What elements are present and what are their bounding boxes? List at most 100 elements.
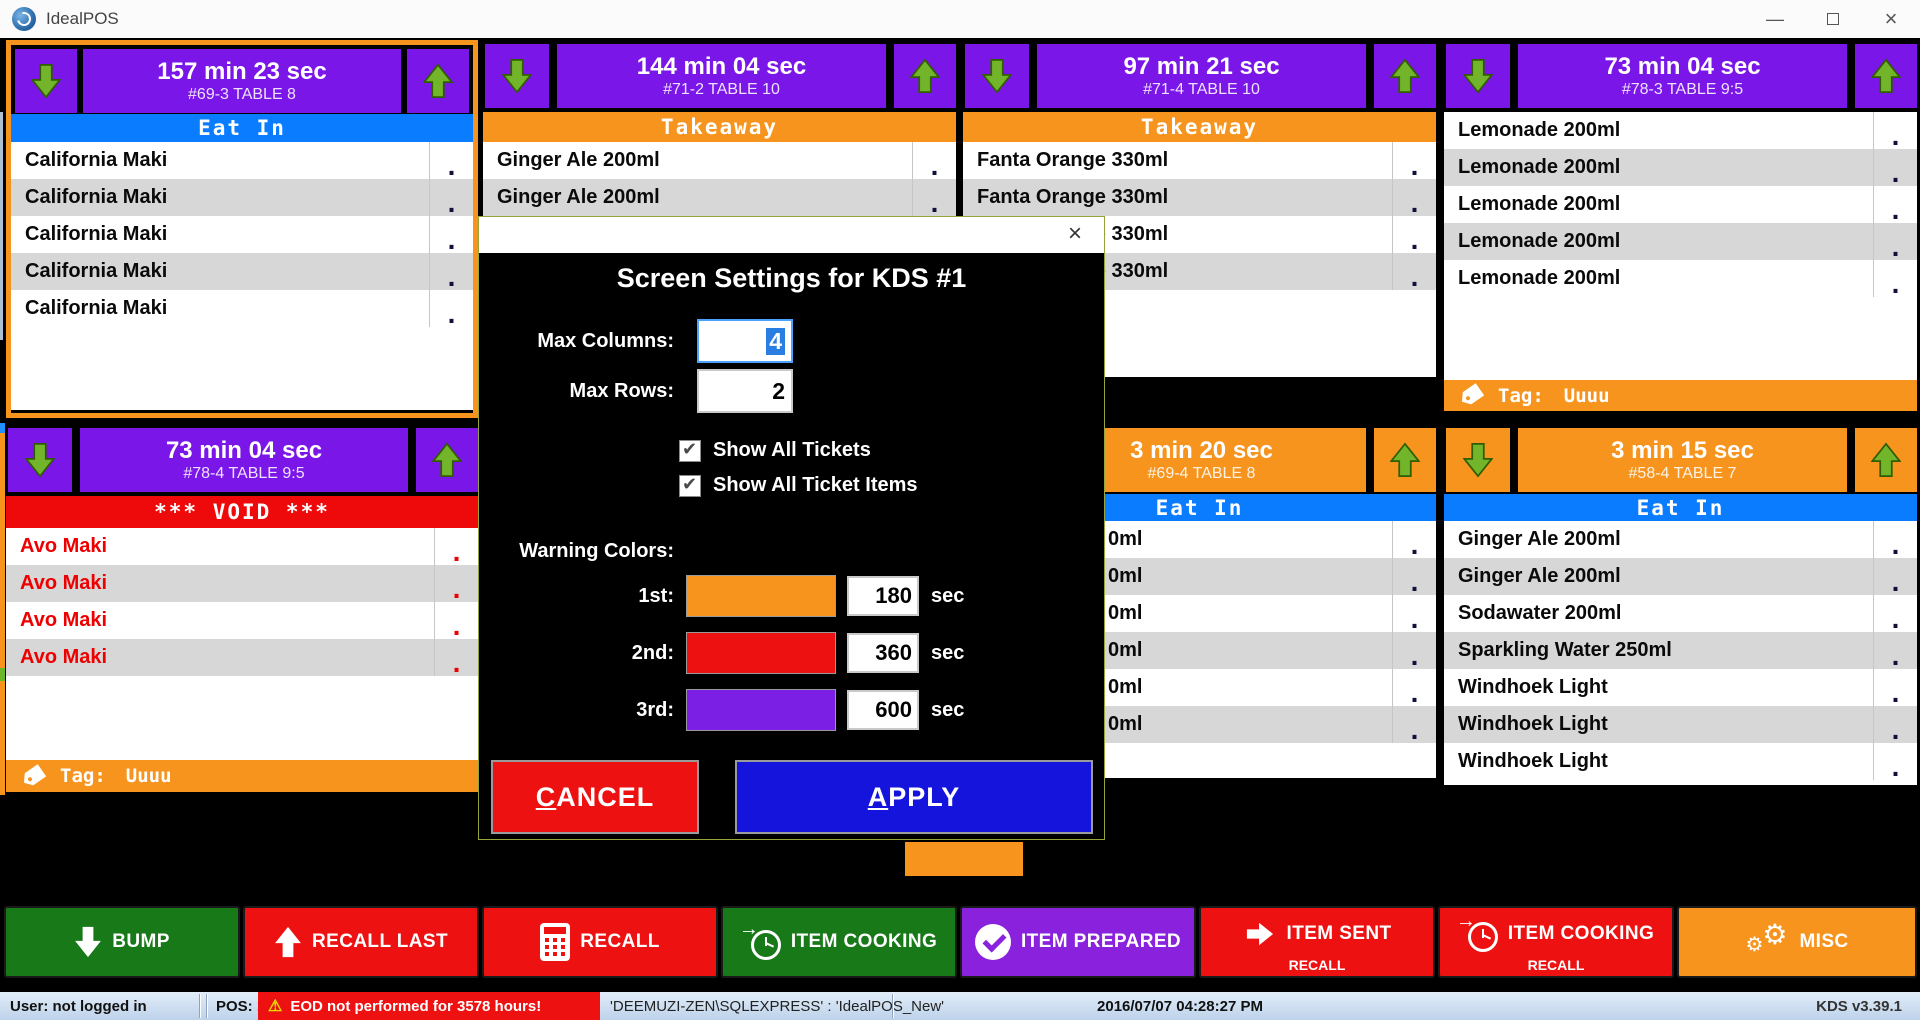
item-status-dot: .	[1873, 112, 1917, 149]
warning-2nd-color-swatch[interactable]	[686, 632, 836, 674]
table-row[interactable]: Fanta Orange 330ml.	[963, 142, 1436, 179]
bump-button[interactable]: BUMP	[4, 906, 240, 978]
bump-down-button[interactable]	[485, 44, 549, 108]
screen-settings-dialog: × Screen Settings for KDS #1 Max Columns…	[478, 216, 1105, 840]
arrow-up-icon	[1871, 58, 1901, 94]
bump-up-button[interactable]	[416, 428, 478, 492]
status-user: User: not logged in	[10, 997, 147, 1015]
checkbox-checked-icon[interactable]	[679, 474, 701, 497]
bump-up-button[interactable]	[1855, 44, 1917, 108]
dialog-titlebar	[479, 217, 1104, 253]
ticket-header[interactable]: 97 min 21 sec #71-4 TABLE 10	[1037, 44, 1366, 108]
order-type-bar: Eat In	[1444, 494, 1917, 521]
table-row[interactable]: Lemonade 200ml.	[1444, 260, 1917, 297]
recall-button[interactable]: RECALL	[482, 906, 718, 978]
bump-up-button[interactable]	[407, 49, 469, 113]
table-row[interactable]: California Maki.	[11, 290, 473, 327]
table-row[interactable]: Windhoek Light.	[1444, 706, 1917, 743]
apply-button[interactable]: APPLY	[735, 760, 1093, 834]
bump-down-button[interactable]	[1446, 428, 1510, 492]
show-all-ticket-items-label: Show All Ticket Items	[713, 474, 918, 496]
warning-3rd-seconds-input[interactable]: 600	[847, 690, 919, 730]
max-rows-input[interactable]: 2	[697, 369, 793, 413]
item-cooking-button[interactable]: → ITEM COOKING	[721, 906, 957, 978]
item-status-dot: .	[1392, 253, 1436, 290]
table-row[interactable]: California Maki.	[11, 253, 473, 290]
checkbox-checked-icon[interactable]	[679, 439, 701, 462]
table-row[interactable]: Avo Maki.	[6, 565, 478, 602]
table-row[interactable]: Windhoek Light.	[1444, 669, 1917, 706]
bump-up-button[interactable]	[894, 44, 956, 108]
item-status-dot: .	[1873, 186, 1917, 223]
table-row[interactable]: Lemonade 200ml.	[1444, 223, 1917, 260]
warning-3rd-color-swatch[interactable]	[686, 689, 836, 731]
item-cooking-recall-button[interactable]: → ITEM COOKING RECALL	[1438, 906, 1674, 978]
table-row[interactable]: Avo Maki.	[6, 602, 478, 639]
table-row[interactable]: Fanta Orange 330ml.	[963, 179, 1436, 216]
table-row[interactable]: Sodawater 200ml.	[1444, 595, 1917, 632]
ticket-header[interactable]: 3 min 15 sec #58-4 TABLE 7	[1518, 428, 1847, 492]
show-all-tickets-row: Show All Tickets	[679, 439, 871, 462]
ticket-ref: #78-3 TABLE 9:5	[1621, 80, 1744, 98]
table-row[interactable]: California Maki.	[11, 142, 473, 179]
warning-1st-seconds-input[interactable]: 180	[847, 576, 919, 616]
max-columns-input[interactable]: 4	[697, 319, 793, 363]
warning-3rd-seconds: 600	[875, 697, 912, 722]
tag-icon	[20, 764, 47, 789]
ticket-ref: #69-4 TABLE 8	[1147, 464, 1256, 482]
table-row[interactable]: California Maki.	[11, 179, 473, 216]
table-row[interactable]: California Maki.	[11, 216, 473, 253]
warning-1st-color-swatch[interactable]	[686, 575, 836, 617]
misc-button[interactable]: ⚙ ⚙ MISC	[1677, 906, 1917, 978]
item-sent-recall-button[interactable]: ITEM SENT RECALL	[1199, 906, 1435, 978]
arrow-down-icon	[75, 926, 102, 958]
dialog-close-button[interactable]: ×	[1060, 220, 1090, 248]
tag-label: Tag:	[60, 765, 106, 787]
status-version: KDS v3.39.1	[1816, 997, 1902, 1015]
bump-down-button[interactable]	[1446, 44, 1510, 108]
item-name: California Maki	[25, 223, 168, 245]
minimize-button[interactable]: —	[1746, 0, 1804, 38]
arrow-up-icon	[910, 58, 940, 94]
close-button[interactable]: ×	[1862, 0, 1920, 38]
recall-last-button[interactable]: RECALL LAST	[243, 906, 479, 978]
arrow-down-icon	[25, 442, 55, 478]
item-name: 0ml	[1108, 639, 1143, 661]
max-rows-label: Max Rows:	[569, 380, 674, 402]
maximize-button[interactable]	[1804, 0, 1862, 38]
bump-up-button[interactable]	[1855, 428, 1917, 492]
minimize-icon: —	[1766, 8, 1784, 29]
table-row[interactable]: Ginger Ale 200ml.	[1444, 521, 1917, 558]
item-name: 0ml	[1108, 602, 1143, 624]
ticket-header[interactable]: 73 min 04 sec #78-3 TABLE 9:5	[1518, 44, 1847, 108]
bump-down-button[interactable]	[8, 428, 72, 492]
bump-up-button[interactable]	[1374, 44, 1436, 108]
table-row[interactable]: Ginger Ale 200ml.	[483, 179, 956, 216]
table-row[interactable]: Ginger Ale 200ml.	[1444, 558, 1917, 595]
bump-down-button[interactable]	[965, 44, 1029, 108]
item-status-dot: .	[1873, 260, 1917, 297]
ticket-header[interactable]: 73 min 04 sec #78-4 TABLE 9:5	[80, 428, 408, 492]
item-name: Ginger Ale 200ml	[497, 149, 660, 171]
table-row[interactable]: Avo Maki.	[6, 639, 478, 676]
item-name: Lemonade 200ml	[1458, 119, 1621, 141]
table-row[interactable]: Ginger Ale 200ml.	[483, 142, 956, 179]
table-row[interactable]: Lemonade 200ml.	[1444, 149, 1917, 186]
item-prepared-button[interactable]: ITEM PREPARED	[960, 906, 1196, 978]
ticket-header[interactable]: 157 min 23 sec #69-3 TABLE 8	[83, 49, 401, 113]
item-name: Windhoek Light	[1458, 750, 1608, 772]
ticket-header[interactable]: 144 min 04 sec #71-2 TABLE 10	[557, 44, 886, 108]
table-row[interactable]: Windhoek Light.	[1444, 743, 1917, 780]
item-name: 0ml	[1108, 565, 1143, 587]
eod-warning-text: EOD not performed for 3578 hours!	[290, 997, 542, 1015]
table-row[interactable]: Lemonade 200ml.	[1444, 112, 1917, 149]
bump-down-button[interactable]	[15, 49, 77, 113]
table-row[interactable]: Avo Maki.	[6, 528, 478, 565]
warning-2nd-seconds-input[interactable]: 360	[847, 633, 919, 673]
item-name: California Maki	[25, 297, 168, 319]
cancel-button[interactable]: CANCEL	[491, 760, 699, 834]
status-pos: POS: 1	[216, 997, 266, 1015]
bump-up-button[interactable]	[1374, 428, 1436, 492]
table-row[interactable]: Lemonade 200ml.	[1444, 186, 1917, 223]
table-row[interactable]: Sparkling Water 250ml.	[1444, 632, 1917, 669]
